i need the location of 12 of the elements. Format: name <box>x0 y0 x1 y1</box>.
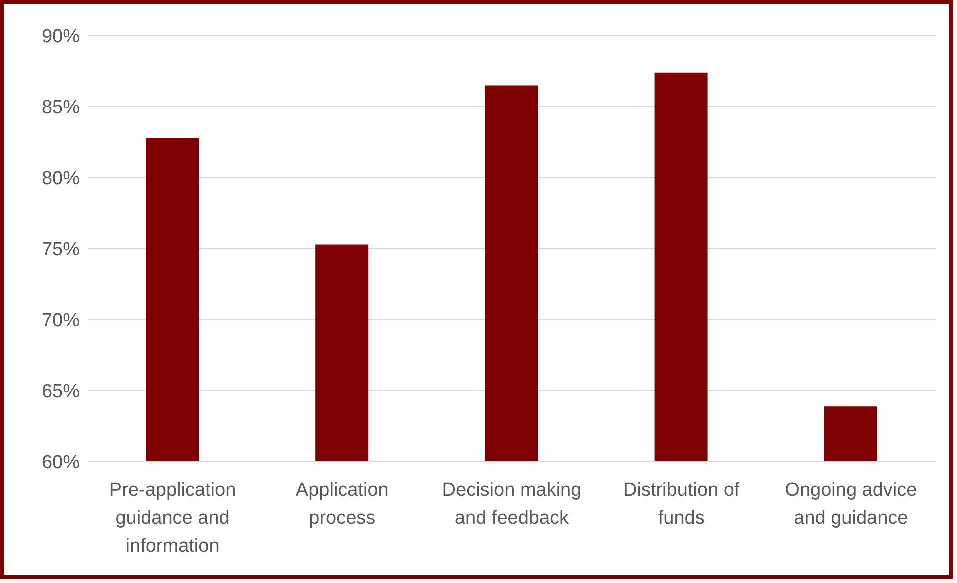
x-tick-label: Ongoing advice and guidance <box>785 480 918 529</box>
x-tick-label: Application process <box>296 480 389 529</box>
y-tick-label: 80% <box>42 168 80 190</box>
x-tick-label: Pre-application guidance and information <box>109 480 236 557</box>
x-tick-label: Distribution of funds <box>624 480 740 529</box>
y-tick-label: 75% <box>42 240 80 261</box>
y-tick-label: 85% <box>42 98 80 119</box>
y-tick-label: 60% <box>42 452 80 474</box>
x-tick-label: Decision making and feedback <box>442 480 582 529</box>
y-tick-label: 90% <box>42 26 80 48</box>
y-tick-label: 70% <box>42 310 80 332</box>
y-tick-label: 65% <box>42 382 80 403</box>
